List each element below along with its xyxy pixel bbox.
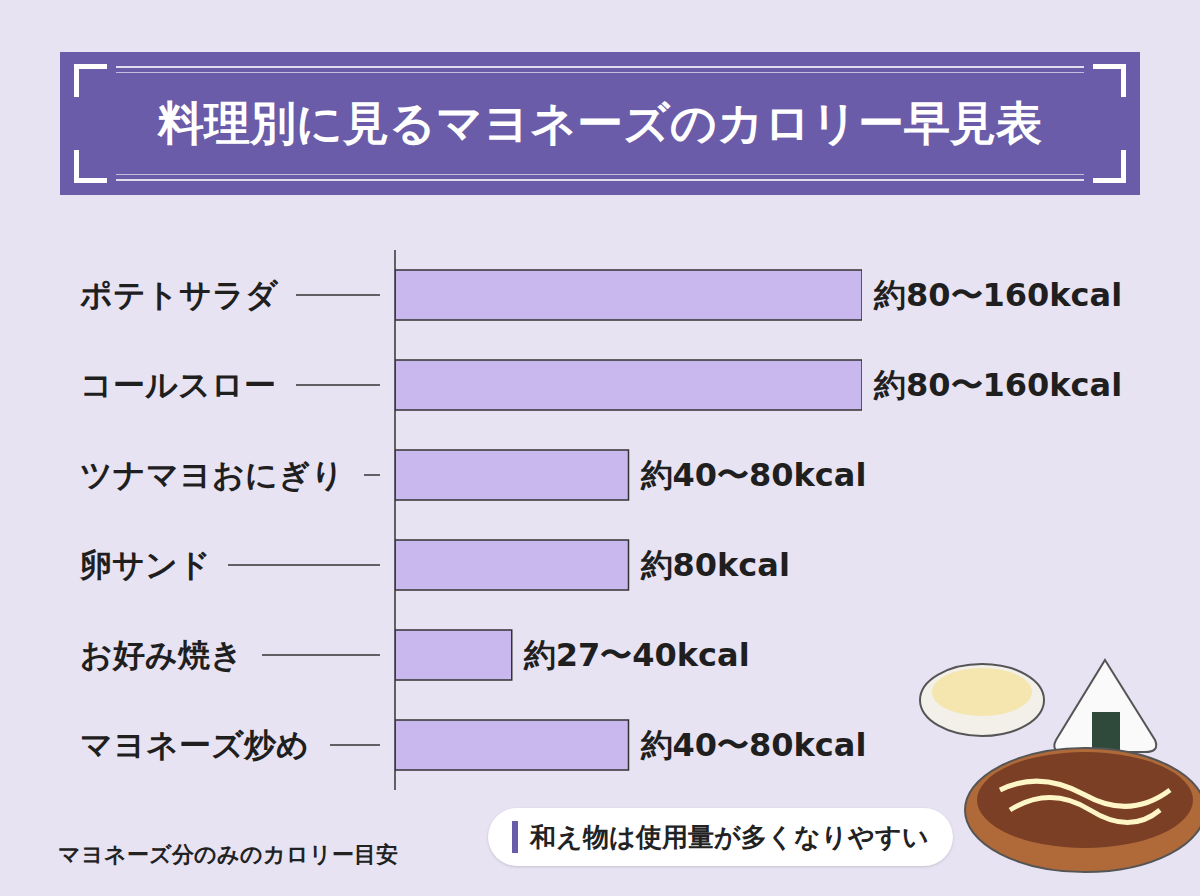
svg-text:ポテトサラダ: ポテトサラダ (80, 276, 279, 314)
svg-text:約40〜80kcal: 約40〜80kcal (640, 726, 867, 764)
html-text:和え物は使用量が多くなりやすい: 和え物は使用量が多くなりやすい (530, 821, 929, 852)
svg-text:約40〜80kcal: 約40〜80kcal (640, 456, 867, 494)
svg-text:コールスロー: コールスロー (80, 366, 276, 404)
html-text:マヨネーズ分のみのカロリー目安: マヨネーズ分のみのカロリー目安 (58, 842, 398, 867)
svg-text:約27〜40kcal: 約27〜40kcal (523, 636, 750, 674)
svg-text:約80kcal: 約80kcal (640, 546, 790, 584)
svg-text:約80〜160kcal: 約80〜160kcal (873, 276, 1122, 314)
svg-text:お好み焼き: お好み焼き (80, 636, 243, 674)
html-text:料理別に見るマヨネーズのカロリー早見表: 料理別に見るマヨネーズのカロリー早見表 (158, 95, 1042, 150)
svg-text:ツナマヨおにぎり: ツナマヨおにぎり (80, 456, 344, 494)
svg-text:約80〜160kcal: 約80〜160kcal (873, 366, 1122, 404)
svg-text:マヨネーズ炒め: マヨネーズ炒め (80, 726, 309, 764)
svg-text:卵サンド: 卵サンド (79, 546, 211, 584)
